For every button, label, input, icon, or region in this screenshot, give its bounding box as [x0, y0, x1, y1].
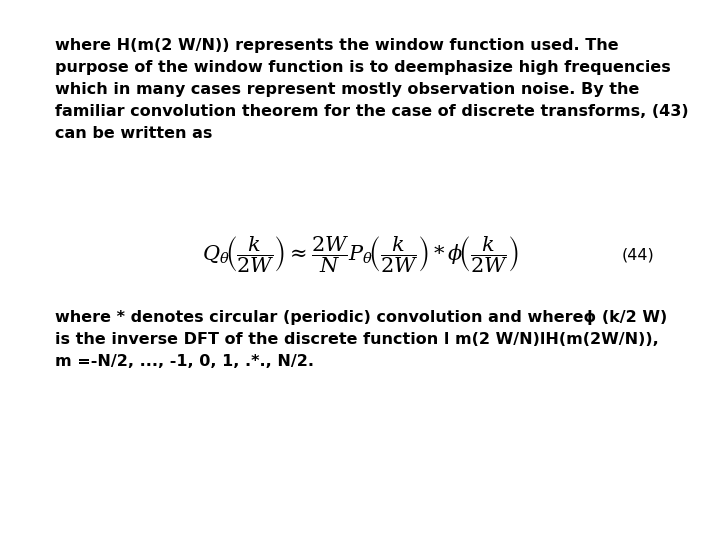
Text: $Q_{\theta}\!\left(\dfrac{k}{2W}\right)\approx\dfrac{2W}{N}P_{\theta}\!\left(\df: $Q_{\theta}\!\left(\dfrac{k}{2W}\right)\… — [202, 235, 518, 275]
Text: purpose of the window function is to deemphasize high frequencies: purpose of the window function is to dee… — [55, 60, 671, 75]
Text: (44): (44) — [621, 247, 654, 262]
Text: is the inverse DFT of the discrete function l m(2 W/N)lH(m(2W/N)),: is the inverse DFT of the discrete funct… — [55, 332, 659, 347]
Text: where * denotes circular (periodic) convolution and whereϕ (k/2 W): where * denotes circular (periodic) conv… — [55, 310, 667, 325]
Text: can be written as: can be written as — [55, 126, 212, 141]
Text: where H(m(2 W/N)) represents the window function used. The: where H(m(2 W/N)) represents the window … — [55, 38, 618, 53]
Text: which in many cases represent mostly observation noise. By the: which in many cases represent mostly obs… — [55, 82, 639, 97]
Text: familiar convolution theorem for the case of discrete transforms, (43): familiar convolution theorem for the cas… — [55, 104, 688, 119]
Text: m =-N/2, ..., -1, 0, 1, .*., N/2.: m =-N/2, ..., -1, 0, 1, .*., N/2. — [55, 354, 314, 369]
